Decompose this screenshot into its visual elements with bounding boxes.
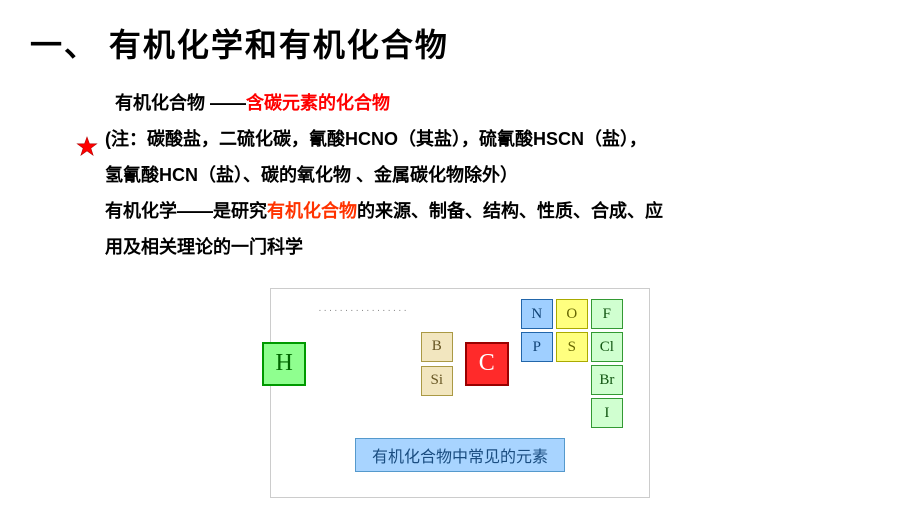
star-icon [76, 136, 98, 164]
definition-line: 有机化合物 ——含碳元素的化合物 [115, 85, 885, 121]
section-heading: 一、 有机化学和有机化合物 [30, 20, 449, 66]
element-I: I [591, 398, 623, 428]
def2-line-1: 有机化学——是研究有机化合物的来源、制备、结构、性质、合成、应 [105, 193, 885, 229]
element-F: F [591, 299, 623, 329]
content-block: 有机化合物 ——含碳元素的化合物 (注：碳酸盐，二硫化碳，氰酸HCNO（其盐），… [105, 85, 885, 265]
def2-line-2: 用及相关理论的一门科学 [105, 229, 885, 265]
def2-highlight: 有机化合物 [267, 201, 357, 221]
element-Cl: Cl [591, 332, 623, 362]
mid-column: B Si [421, 332, 453, 396]
element-N: N [521, 299, 553, 329]
dots-connector: ················· [318, 305, 409, 316]
element-P: P [521, 332, 553, 362]
element-B: B [421, 332, 453, 362]
diagram-caption: 有机化合物中常见的元素 [355, 438, 565, 472]
element-C: C [465, 342, 509, 386]
element-Br: Br [591, 365, 623, 395]
note-line-1: (注：碳酸盐，二硫化碳，氰酸HCNO（其盐），硫氰酸HSCN（盐）， [105, 121, 885, 157]
element-table: H ················· B Si C N O F P S Cl … [262, 299, 658, 428]
periodic-diagram: H ················· B Si C N O F P S Cl … [270, 288, 650, 498]
element-O: O [556, 299, 588, 329]
element-H: H [262, 342, 306, 386]
def-prefix: 有机化合物 —— [115, 93, 246, 113]
def-highlight: 含碳元素的化合物 [246, 93, 390, 113]
note-line-2: 氢氰酸HCN（盐）、碳的氧化物 、金属碳化物除外） [105, 157, 885, 193]
def2-prefix: 有机化学——是研究 [105, 201, 267, 221]
element-S: S [556, 332, 588, 362]
right-grid: N O F P S Cl Br I [521, 299, 658, 428]
element-Si: Si [421, 366, 453, 396]
def2-suffix: 的来源、制备、结构、性质、合成、应 [357, 201, 663, 221]
